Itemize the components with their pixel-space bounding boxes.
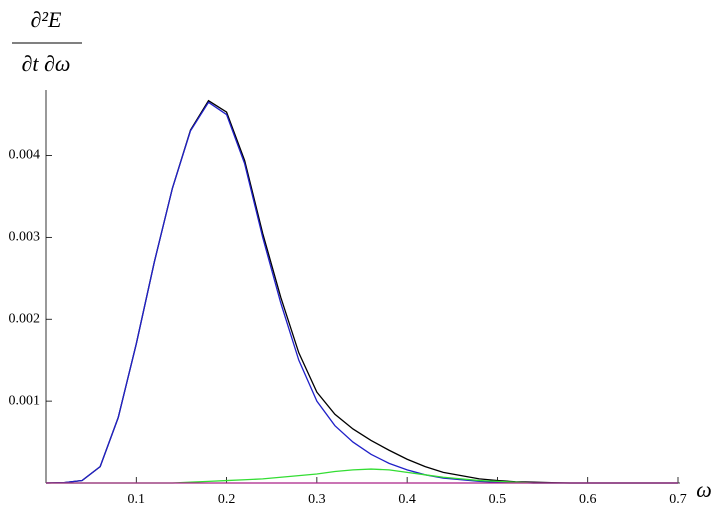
y-label-numerator: ∂²E (31, 7, 62, 32)
x-tick-label: 0.7 (669, 492, 687, 507)
series-line (45, 101, 678, 484)
x-label: ω (696, 477, 712, 502)
x-tick-label: 0.6 (579, 492, 597, 507)
x-tick-label: 0.5 (489, 492, 507, 507)
series-line (45, 99, 678, 484)
x-tick-label: 0.4 (398, 492, 416, 507)
x-tick-label: 0.2 (218, 492, 236, 507)
y-label-denominator: ∂t ∂ω (22, 51, 71, 76)
y-tick-label: 0.004 (9, 148, 41, 163)
series-line (46, 468, 678, 484)
y-tick-label: 0.003 (9, 230, 41, 245)
y-tick-label: 0.001 (9, 393, 41, 408)
x-tick-label: 0.3 (308, 492, 326, 507)
y-tick-label: 0.002 (9, 311, 41, 326)
x-tick-label: 0.1 (128, 492, 146, 507)
